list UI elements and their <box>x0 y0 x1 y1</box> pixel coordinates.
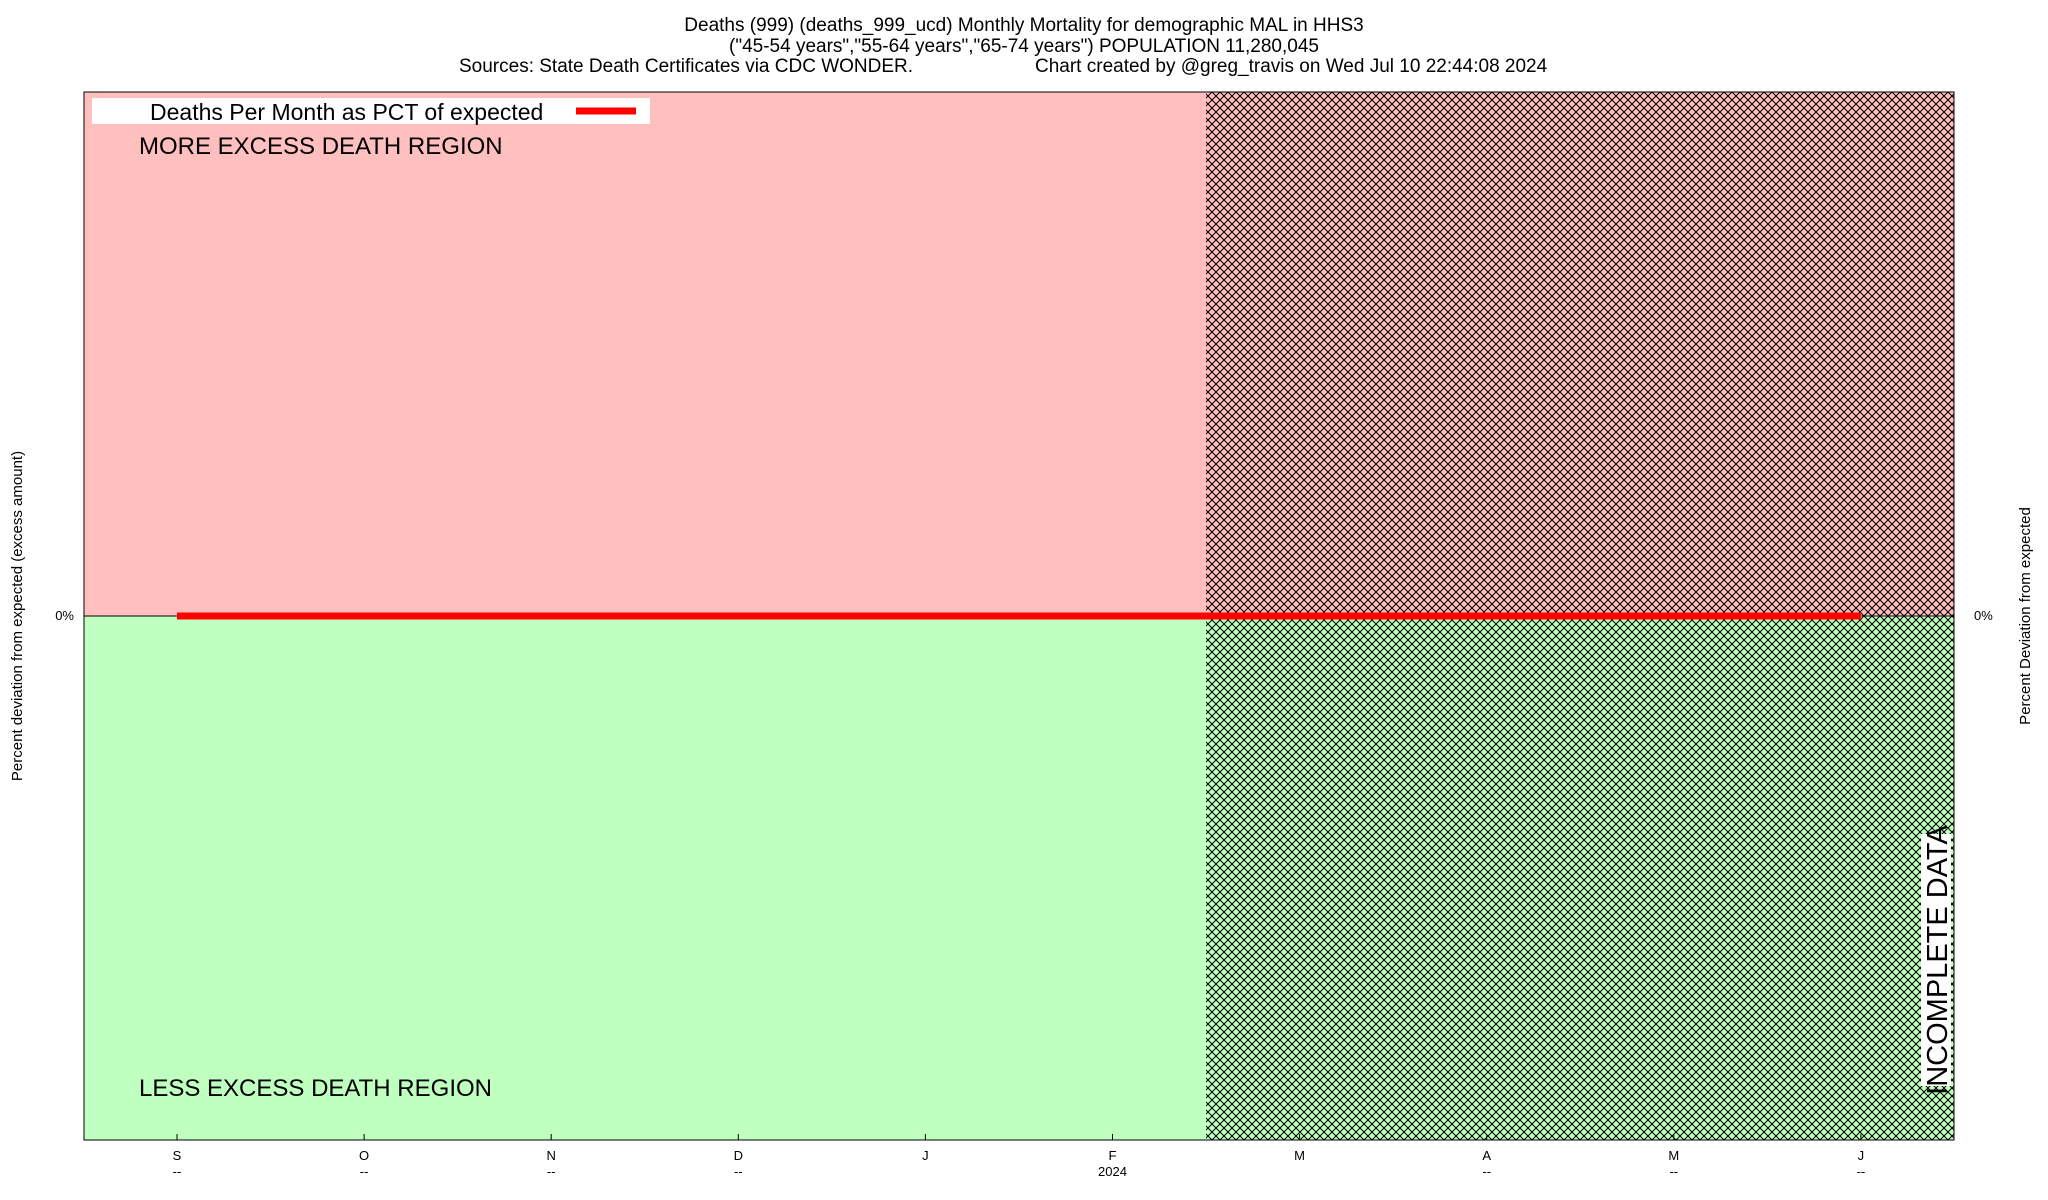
y-tick-right-zero: 0% <box>1974 608 1993 623</box>
x-tick-label: M <box>1668 1148 1679 1163</box>
series-group <box>176 612 1862 620</box>
x-tick-label: M <box>1294 1148 1305 1163</box>
y-axis-label-right: Percent Deviation from expected <box>2017 507 2034 725</box>
x-tick-sublabel: 2024 <box>1098 1164 1127 1179</box>
y-tick-left-zero: 0% <box>55 608 74 623</box>
x-tick-label: N <box>547 1148 556 1163</box>
x-tick-label: D <box>734 1148 743 1163</box>
x-tick-label: J <box>1858 1148 1865 1163</box>
legend: Deaths Per Month as PCT of expected <box>92 98 650 125</box>
incomplete-data-label-group: INCOMPLETE DATA <box>1921 825 1954 1095</box>
x-tick-label: F <box>1109 1148 1117 1163</box>
series-point <box>176 615 178 617</box>
series-point <box>1673 615 1675 617</box>
legend-box <box>92 98 650 124</box>
x-tick-sublabel: -- <box>360 1164 369 1179</box>
x-tick-sublabel: -- <box>547 1164 556 1179</box>
chart-credit: Chart created by @greg_travis on Wed Jul… <box>1035 56 1548 77</box>
x-tick-sublabel: -- <box>734 1164 743 1179</box>
y-axis-label-left: Percent deviation from expected (excess … <box>9 451 26 781</box>
series-point <box>924 615 926 617</box>
x-tick-sublabel: -- <box>1482 1164 1491 1179</box>
series-point <box>1299 615 1301 617</box>
more-excess-label: MORE EXCESS DEATH REGION <box>139 133 503 160</box>
plot-frame <box>83 91 1955 1141</box>
incomplete-data-label: INCOMPLETE DATA <box>1922 825 1954 1095</box>
x-tick-sublabel: -- <box>1669 1164 1678 1179</box>
series-point <box>1486 615 1488 617</box>
x-tick-sublabel: -- <box>173 1164 182 1179</box>
chart-title: Deaths (999) (deaths_999_ucd) Monthly Mo… <box>684 15 1363 36</box>
series-point <box>550 615 552 617</box>
chart-sources: Sources: State Death Certificates via CD… <box>459 56 913 77</box>
x-tick-label: S <box>173 1148 182 1163</box>
chart-subtitle: ("45-54 years","55-64 years","65-74 year… <box>729 36 1319 57</box>
series-point <box>1112 615 1113 617</box>
x-tick-label: O <box>359 1148 369 1163</box>
series-point <box>363 615 365 617</box>
series-point <box>1860 615 1862 617</box>
series-point <box>737 615 739 617</box>
incomplete-data-label-bg <box>1921 834 1951 1086</box>
x-tick-label: J <box>922 1148 929 1163</box>
less-excess-label: LESS EXCESS DEATH REGION <box>139 1075 492 1102</box>
legend-label: Deaths Per Month as PCT of expected <box>150 99 543 125</box>
x-tick-label: A <box>1482 1148 1491 1163</box>
x-tick-sublabel: -- <box>1857 1164 1866 1179</box>
